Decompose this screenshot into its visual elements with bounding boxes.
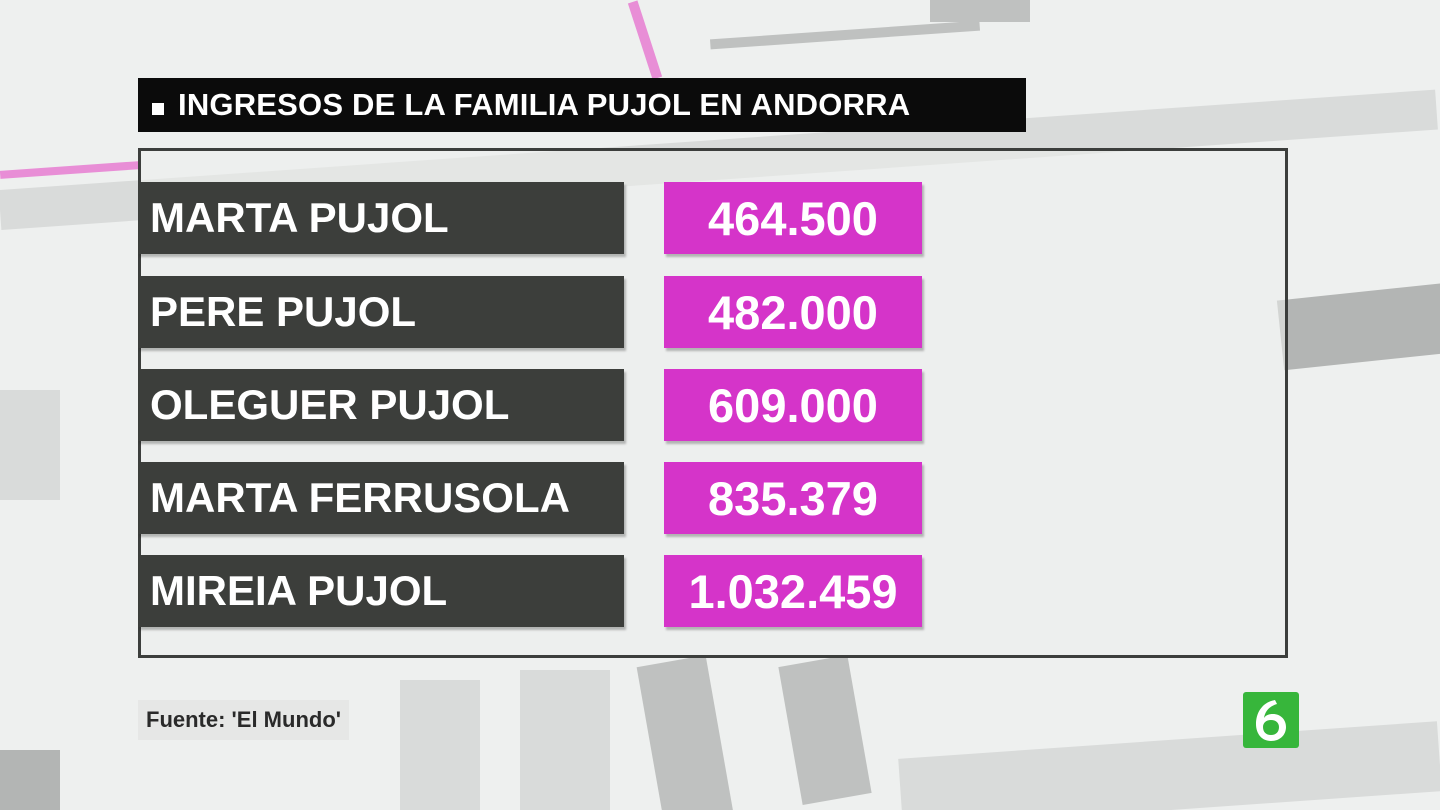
income-value: 464.500 [664,182,922,254]
income-value: 482.000 [664,276,922,348]
person-name: MARTA PUJOL [138,182,624,254]
income-value: 1.032.459 [664,555,922,627]
title-bullet-icon [152,103,164,115]
title-bar: INGRESOS DE LA FAMILIA PUJOL EN ANDORRA [138,78,1026,132]
table-row: MARTA FERRUSOLA 835.379 [138,462,922,534]
table-row: MIREIA PUJOL 1.032.459 [138,555,922,627]
table-row: MARTA PUJOL 464.500 [138,182,922,254]
person-name: OLEGUER PUJOL [138,369,624,441]
income-value: 609.000 [664,369,922,441]
person-name: MIREIA PUJOL [138,555,624,627]
person-name: MARTA FERRUSOLA [138,462,624,534]
person-name: PERE PUJOL [138,276,624,348]
source-caption: Fuente: 'El Mundo' [138,700,349,740]
table-row: PERE PUJOL 482.000 [138,276,922,348]
la-sexta-logo-icon [1243,692,1299,748]
title-text: INGRESOS DE LA FAMILIA PUJOL EN ANDORRA [178,87,911,122]
table-row: OLEGUER PUJOL 609.000 [138,369,922,441]
income-value: 835.379 [664,462,922,534]
